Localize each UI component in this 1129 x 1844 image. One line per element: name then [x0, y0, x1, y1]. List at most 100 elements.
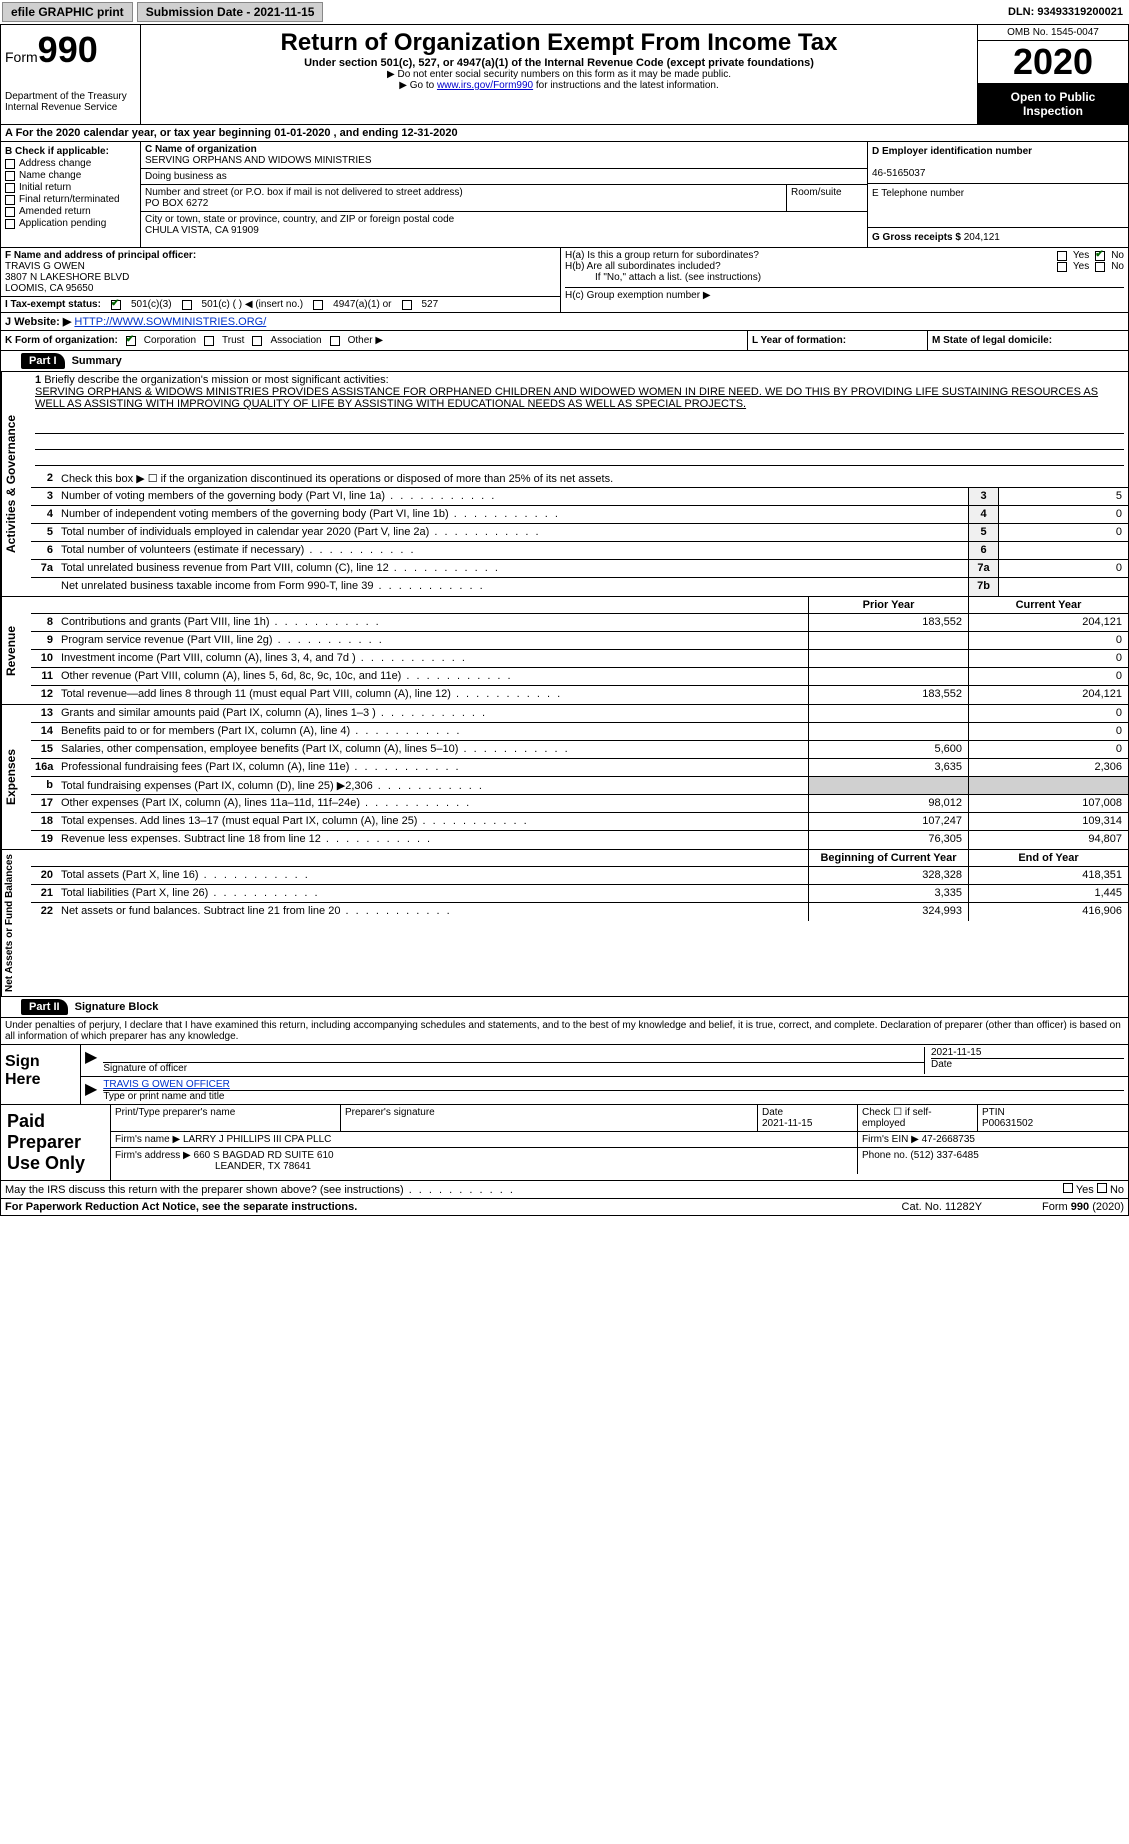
- addr-label: Number and street (or P.O. box if mail i…: [145, 187, 463, 198]
- header-right: OMB No. 1545-0047 2020 Open to Public In…: [978, 25, 1128, 124]
- box-b: B Check if applicable: Address change Na…: [1, 142, 141, 247]
- chk-initial-return[interactable]: Initial return: [5, 182, 136, 193]
- chk-assoc[interactable]: [252, 336, 262, 346]
- gov-section: Activities & Governance 1 Briefly descri…: [0, 372, 1129, 597]
- chk-final-return[interactable]: Final return/terminated: [5, 194, 136, 205]
- line-num: 4: [31, 506, 57, 523]
- website-link[interactable]: HTTP://WWW.SOWMINISTRIES.ORG/: [74, 316, 266, 328]
- checkbox-icon: [5, 195, 15, 205]
- paid-prep-label: Paid Preparer Use Only: [1, 1105, 111, 1180]
- box-i: I Tax-exempt status: 501(c)(3) 501(c) ( …: [1, 296, 560, 312]
- may-yes[interactable]: [1063, 1183, 1073, 1193]
- ha-row: H(a) Is this a group return for subordin…: [565, 250, 1124, 261]
- room-label: Room/suite: [787, 185, 867, 211]
- line-box: 6: [968, 542, 998, 559]
- city-label: City or town, state or province, country…: [145, 214, 454, 225]
- city-value: CHULA VISTA, CA 91909: [145, 225, 259, 236]
- prior-val: 183,552: [808, 614, 968, 631]
- opt-assoc: Association: [270, 335, 321, 346]
- chk-4947[interactable]: [313, 300, 323, 310]
- gross-label: G Gross receipts $: [872, 232, 961, 243]
- chk-501c[interactable]: [182, 300, 192, 310]
- line-box: 5: [968, 524, 998, 541]
- line-num: 12: [31, 686, 57, 704]
- blank-line: [35, 452, 1124, 466]
- chk-other[interactable]: [330, 336, 340, 346]
- k-label: K Form of organization:: [5, 335, 118, 346]
- section-bcd: B Check if applicable: Address change Na…: [0, 142, 1129, 248]
- line-val: [998, 542, 1128, 559]
- sign-here-label: Sign Here: [1, 1045, 81, 1104]
- prior-val: 324,993: [808, 903, 968, 921]
- form-990: 990: [38, 29, 98, 70]
- line-text: Other revenue (Part VIII, column (A), li…: [57, 668, 808, 685]
- yes-label: Yes: [1073, 250, 1089, 261]
- blank-line: [35, 420, 1124, 434]
- box-k: K Form of organization: Corporation Trus…: [0, 331, 1129, 351]
- self-employed: Check ☐ if self-employed: [858, 1105, 978, 1131]
- firm-ein-cell: Firm's EIN ▶ 47-2668735: [858, 1132, 1128, 1147]
- chk-name-change[interactable]: Name change: [5, 170, 136, 181]
- chk-amended[interactable]: Amended return: [5, 206, 136, 217]
- firm-ein-label: Firm's EIN ▶: [862, 1134, 919, 1145]
- ein-label: D Employer identification number: [872, 146, 1032, 157]
- form-header: Form990 Department of the Treasury Inter…: [0, 25, 1129, 125]
- chk-501c3[interactable]: [111, 300, 121, 310]
- checkbox-icon: [5, 183, 15, 193]
- chk-corp[interactable]: [126, 336, 136, 346]
- table-row: 11 Other revenue (Part VIII, column (A),…: [31, 668, 1128, 686]
- officer-name-link[interactable]: TRAVIS G OWEN OFFICER: [103, 1079, 229, 1090]
- chk-app-pending[interactable]: Application pending: [5, 218, 136, 229]
- submission-date-button[interactable]: Submission Date - 2021-11-15: [137, 2, 324, 22]
- line-num: [31, 578, 57, 596]
- line-text: Total assets (Part X, line 16): [57, 867, 808, 884]
- curr-val: 416,906: [968, 903, 1128, 921]
- table-row: 6 Total number of volunteers (estimate i…: [31, 542, 1128, 560]
- firm-addr2: LEANDER, TX 78641: [115, 1161, 311, 1172]
- hb-yes[interactable]: [1057, 262, 1067, 272]
- hb-row: H(b) Are all subordinates included? Yes …: [565, 261, 1124, 272]
- top-bar: efile GRAPHIC print Submission Date - 20…: [0, 0, 1129, 25]
- part1-header: Part I Summary: [0, 351, 1129, 372]
- line-text: Professional fundraising fees (Part IX, …: [57, 759, 808, 776]
- curr-val: 0: [968, 741, 1128, 758]
- chk-trust[interactable]: [204, 336, 214, 346]
- ptin-label: PTIN: [982, 1107, 1005, 1118]
- may-irs-opts: Yes No: [1063, 1183, 1124, 1196]
- part2-header: Part II Signature Block: [0, 997, 1129, 1018]
- dba-cell: Doing business as: [141, 169, 867, 185]
- row-a: A For the 2020 calendar year, or tax yea…: [0, 125, 1129, 142]
- opt-trust: Trust: [222, 335, 244, 346]
- ha-no[interactable]: [1095, 251, 1105, 261]
- box-h: H(a) Is this a group return for subordin…: [561, 248, 1128, 312]
- prep-line-1: Print/Type preparer's name Preparer's si…: [111, 1105, 1128, 1132]
- line-num: 6: [31, 542, 57, 559]
- irs-link[interactable]: www.irs.gov/Form990: [437, 80, 533, 91]
- net-section: Net Assets or Fund Balances Beginning of…: [0, 850, 1129, 997]
- curr-val: 0: [968, 668, 1128, 685]
- website-label: J Website: ▶: [5, 316, 71, 328]
- line-num: 17: [31, 795, 57, 812]
- part1-badge: Part I: [21, 353, 65, 369]
- efile-print-button[interactable]: efile GRAPHIC print: [2, 2, 133, 22]
- line-text: Program service revenue (Part VIII, line…: [57, 632, 808, 649]
- chk-address-change[interactable]: Address change: [5, 158, 136, 169]
- opt-corp: Corporation: [144, 335, 196, 346]
- checkbox-icon: [5, 207, 15, 217]
- opt-501c: 501(c) ( ) ◀ (insert no.): [202, 299, 304, 310]
- line-text: Total expenses. Add lines 13–17 (must eq…: [57, 813, 808, 830]
- table-row: 5 Total number of individuals employed i…: [31, 524, 1128, 542]
- mission-text: SERVING ORPHANS & WIDOWS MINISTRIES PROV…: [35, 386, 1124, 410]
- may-no[interactable]: [1097, 1183, 1107, 1193]
- hb-no[interactable]: [1095, 262, 1105, 272]
- dba-label: Doing business as: [145, 171, 227, 182]
- line-num: 8: [31, 614, 57, 631]
- curr-val: 204,121: [968, 686, 1128, 704]
- ha-yes[interactable]: [1057, 251, 1067, 261]
- table-row: Net unrelated business taxable income fr…: [31, 578, 1128, 596]
- table-row: 19 Revenue less expenses. Subtract line …: [31, 831, 1128, 849]
- phone-cell: E Telephone number: [868, 184, 1128, 228]
- chk-527[interactable]: [402, 300, 412, 310]
- sig-date: 2021-11-15: [931, 1047, 1124, 1059]
- ptin-cell: PTIN P00631502: [978, 1105, 1128, 1131]
